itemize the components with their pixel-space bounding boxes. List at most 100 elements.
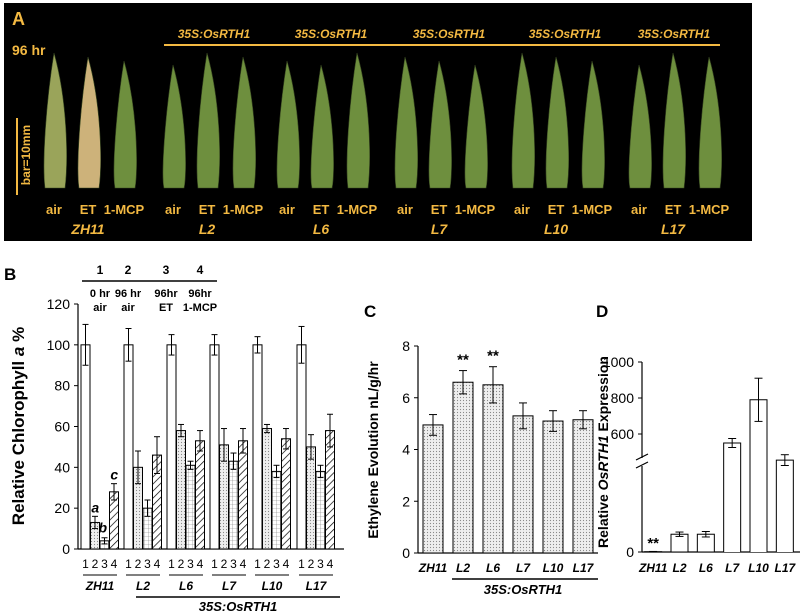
b-bar-number: 4 [283, 557, 290, 571]
b-bar-number: 2 [178, 557, 185, 571]
b-category-label: ZH11 [85, 579, 115, 593]
treatment-label: ET [431, 202, 448, 217]
d-bar [723, 442, 742, 552]
d-category-label: L17 [774, 561, 796, 575]
b-category-label: L10 [262, 579, 283, 593]
b-significance-letter: b [98, 520, 107, 536]
leaf-blade [662, 52, 686, 189]
leaf-blade [196, 52, 220, 189]
c-category-label: L10 [543, 561, 564, 575]
b-y-label-italic: a [9, 347, 28, 356]
leaf-blade [545, 56, 569, 189]
d-axis-break-mark [635, 453, 649, 461]
b-bar-number: 1 [254, 557, 261, 571]
b-bar-number: 1 [168, 557, 175, 571]
b-bar-number: 4 [240, 557, 247, 571]
d-y-label-part: Expression [595, 356, 611, 435]
b-significance-letter: c [110, 467, 118, 483]
treatment-label: ET [80, 202, 97, 217]
b-legend-number: 4 [197, 263, 204, 277]
b-bar-number: 3 [317, 557, 324, 571]
leaf-blade [232, 56, 256, 189]
b-y-tick-label: 40 [54, 459, 70, 475]
panel-a-leaf-photo: A 96 hr bar=10mm 35S:OsRTH1 35S:OsRTH1 35S:Os… [4, 3, 752, 241]
b-bar [252, 344, 263, 550]
b-bar-number: 3 [144, 557, 151, 571]
b-legend-line1: 96hr [154, 288, 178, 300]
leaf-photo-svg: A 96 hr bar=10mm 35S:OsRTH1 35S:OsRTH1 35S:Os… [12, 9, 730, 237]
c-y-axis-label: Ethylene Evolution nL/g/hr [365, 361, 381, 539]
c-category-label: L6 [486, 561, 500, 575]
b-legend-number: 1 [97, 263, 104, 277]
c-significance: ** [487, 348, 499, 365]
leaf-blade [113, 60, 137, 189]
b-bar-number: 3 [101, 557, 108, 571]
treatment-label: ET [665, 202, 682, 217]
b-bar-number: 4 [154, 557, 161, 571]
b-bar [166, 344, 177, 550]
panel-c-letter: C [364, 302, 376, 321]
construct-label: 35S:OsRTH1 [295, 27, 368, 41]
treatment-label: air [46, 202, 62, 217]
b-bar-number: 2 [221, 557, 228, 571]
b-bar [325, 430, 335, 550]
c-bar [542, 420, 564, 554]
c-bar [512, 415, 534, 554]
b-bar-number: 3 [187, 557, 194, 571]
b-bar-number: 3 [273, 557, 280, 571]
leaf-blade [428, 60, 452, 189]
c-bar [482, 384, 504, 554]
line-label: ZH11 [70, 221, 104, 237]
c-bar [422, 424, 444, 554]
leaf-blade [581, 60, 605, 189]
treatment-label: 1-MCP [104, 202, 145, 217]
d-bar [749, 399, 768, 552]
panel-d-letter: D [596, 302, 608, 321]
treatment-label: air [514, 202, 530, 217]
b-legend-line1: 0 hr [90, 288, 111, 300]
d-category-label: L7 [725, 561, 740, 575]
b-y-tick-label: 20 [54, 500, 70, 516]
d-category-label: L10 [748, 561, 769, 575]
c-bar [572, 419, 594, 554]
b-bar [281, 438, 291, 550]
b-y-tick-label: 100 [47, 337, 71, 353]
panel-a-letter: A [12, 9, 25, 29]
d-y-label-part: OsRTH1 [595, 435, 611, 490]
treatment-label: ET [313, 202, 330, 217]
c-category-label: ZH11 [418, 561, 448, 575]
treatment-label: air [631, 202, 647, 217]
leaf-blade [346, 52, 370, 189]
treatment-label: 1-MCP [223, 202, 264, 217]
treatment-label: 1-MCP [337, 202, 378, 217]
b-bar [228, 460, 239, 550]
c-significance: ** [457, 352, 469, 369]
leaf-blade [162, 64, 186, 189]
b-bar [185, 464, 196, 550]
b-legend-line2: ET [159, 302, 173, 314]
b-category-label: L2 [136, 579, 150, 593]
leaf-blade [394, 56, 418, 189]
scale-bar-label: bar=10mm [19, 125, 33, 185]
leaf-blade [698, 56, 722, 189]
b-bar [306, 446, 316, 550]
b-bar [123, 344, 134, 550]
d-axis-break-mark [635, 461, 649, 469]
treatment-label: air [397, 202, 413, 217]
leaf-blade [511, 52, 535, 189]
b-legend-line2: 1-MCP [183, 302, 217, 314]
b-bar [262, 428, 272, 550]
b-bar-number: 4 [111, 557, 118, 571]
line-label: L7 [431, 221, 449, 237]
leaf-blade [628, 64, 652, 189]
d-bar [775, 459, 794, 552]
line-label: L6 [313, 221, 330, 237]
construct-label: 35S:OsRTH1 [413, 27, 486, 41]
leaf-blade [310, 64, 334, 189]
b-group-label: 35S:OsRTH1 [199, 599, 278, 613]
b-y-label-part: Relative Chlorophyll [9, 356, 28, 525]
construct-label: 35S:OsRTH1 [638, 27, 711, 41]
b-bar [296, 344, 307, 550]
b-bar-number: 3 [230, 557, 237, 571]
leaf-blade [276, 60, 300, 189]
